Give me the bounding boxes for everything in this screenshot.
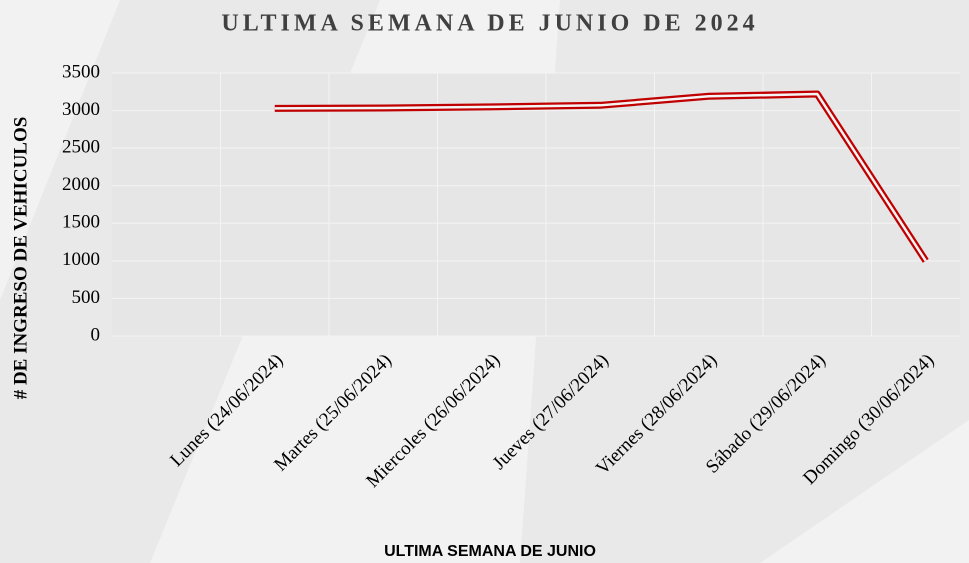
y-tick-label: 3500: [62, 61, 100, 82]
y-tick-label: 2500: [62, 137, 100, 158]
chart-title: ULTIMA SEMANA DE JUNIO DE 2024: [221, 11, 758, 37]
y-tick-label: 1500: [62, 212, 100, 233]
y-tick-label: 1000: [62, 249, 100, 270]
y-tick-label: 3000: [62, 99, 100, 120]
y-tick-label: 2000: [62, 174, 100, 195]
y-axis-title: # DE INGRESO DE VEHICULOS: [10, 117, 31, 400]
x-axis-title: ULTIMA SEMANA DE JUNIO: [384, 543, 596, 560]
y-tick-label: 0: [91, 324, 101, 345]
line-inner: [274, 92, 927, 262]
y-tick-label: 500: [72, 287, 101, 308]
plot-area: [112, 73, 960, 336]
